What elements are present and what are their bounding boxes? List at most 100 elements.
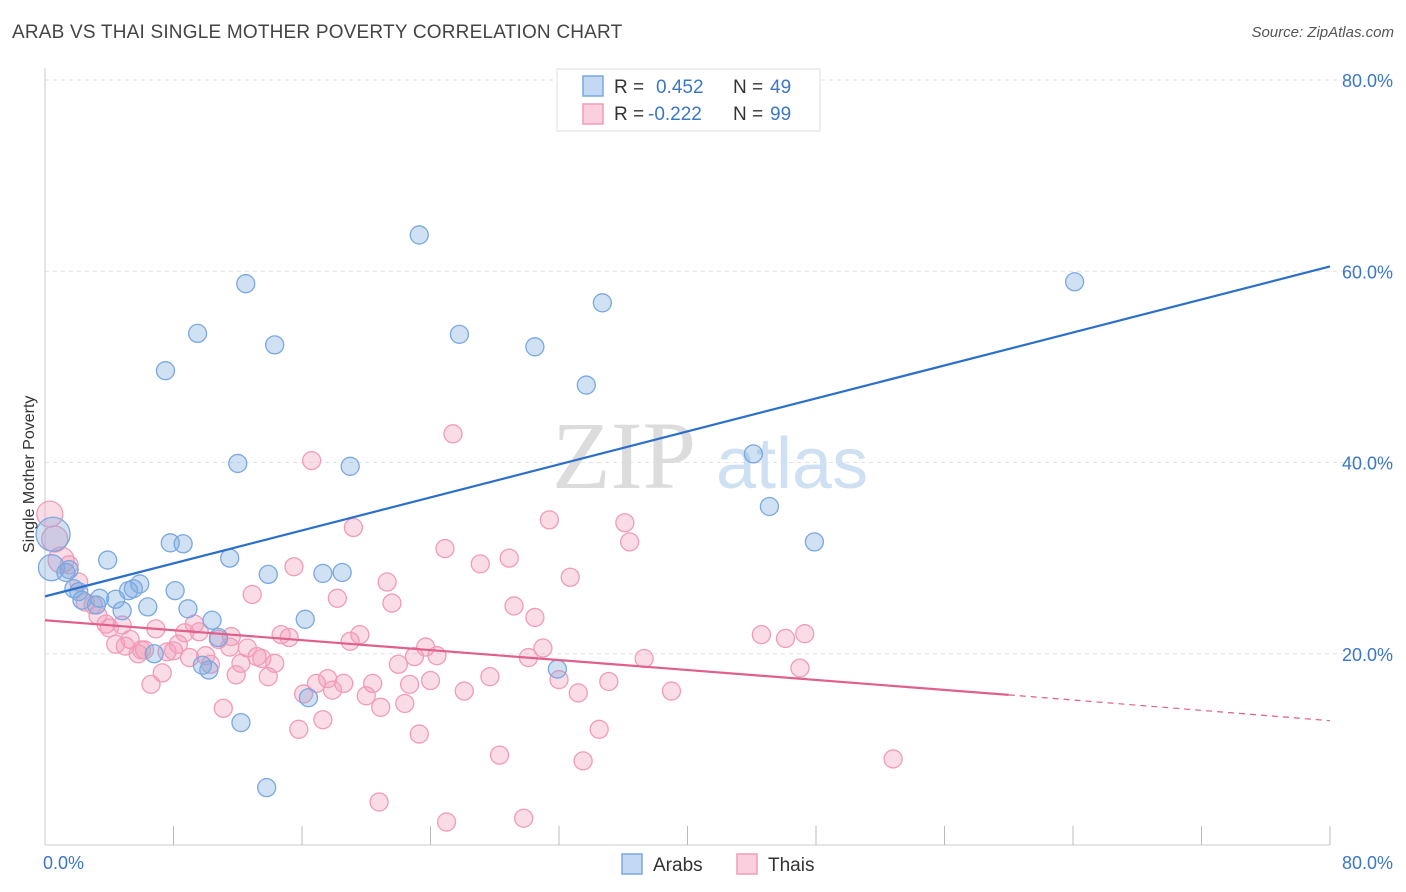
thais-point-90 [634,648,654,669]
thais-point-66 [420,670,441,691]
arabs-point-30 [236,274,256,294]
arabs-point-0 [35,516,71,552]
thais-point-79 [525,607,545,628]
thais-point-44 [301,450,322,471]
thais-point-70 [443,424,463,444]
arabs-point-37 [332,562,352,583]
thais-point-56 [369,792,389,812]
x-tick-label-max: 80.0% [1342,853,1393,873]
bottom-legend-label-arabs: Arabs [653,855,703,876]
thais-point-77 [514,808,534,828]
arabs-point-43 [576,375,596,395]
arabs-point-15 [138,597,158,617]
thais-point-58 [377,572,397,592]
arabs-point-35 [298,688,319,708]
y-tick-label-2: 60.0% [1342,262,1393,282]
arabs-point-44 [592,293,613,313]
y-tick-label-0: 20.0% [1342,645,1393,665]
y-tick-labels: 20.0% 40.0% 60.0% 80.0% [1342,71,1393,665]
arabs-point-14 [130,574,150,594]
thais-point-1 [40,525,69,553]
thais-point-46 [313,710,333,730]
thais-point-29 [213,698,233,718]
thais-point-42 [289,719,309,739]
y-axis-label: Single Mother Poverty [21,396,38,553]
thais-point-64 [409,724,429,744]
legend-r-value-arabs: 0.452 [656,77,704,98]
arabs-point-45 [743,444,764,464]
arabs-point-22 [187,323,208,344]
thais-point-52 [343,517,364,538]
thais-point-41 [284,557,304,577]
arabs-point-19 [165,580,185,601]
thais-point-83 [560,567,580,587]
arabs-point-33 [265,335,285,355]
thais-point-94 [790,658,810,678]
thais-point-40 [279,627,299,648]
legend-n-label-thais: N = [733,104,763,125]
thais-point-49 [327,588,347,608]
thais-point-60 [388,654,409,674]
y-tick-label-1: 40.0% [1342,454,1393,474]
x-tick-label-min: 0.0% [43,853,84,873]
arabs-point-8 [89,588,110,608]
series-legend: Arabs Thais [621,853,814,876]
thais-point-89 [620,532,640,552]
thais-point-76 [504,596,524,616]
thais-point-68 [435,538,455,559]
thais-point-93 [775,628,796,649]
chart-title: ARAB VS THAI SINGLE MOTHER POVERTY CORRE… [12,22,623,43]
thais-trend-line [44,619,1009,696]
thais-point-71 [454,681,474,701]
legend-n-value-arabs: 49 [770,77,791,98]
arabs-point-31 [257,777,277,798]
arabs-point-28 [228,453,248,474]
thais-point-21 [168,634,188,654]
thais-point-75 [499,548,519,568]
thais-point-16 [141,674,161,694]
thais-point-73 [480,667,500,687]
thais-point-55 [363,673,383,694]
y-tick-label-3: 80.0% [1342,71,1393,91]
thais-point-72 [470,554,490,574]
thais-point-80 [533,638,553,658]
arabs-point-25 [202,610,222,630]
axes [44,68,1331,846]
thais-point-38 [265,653,285,673]
source-credit: Source: ZipAtlas.com [1251,24,1394,41]
thais-point-31 [226,665,246,685]
thais-point-57 [371,697,391,717]
arabs-point-3 [59,559,79,580]
thais-point-81 [539,510,560,530]
thais-point-48 [322,680,343,700]
thais-point-34 [242,584,262,605]
thais-point-86 [589,719,609,739]
thais-point-51 [340,631,360,651]
thais-point-54 [356,686,376,706]
legend-swatch-arabs [582,75,604,97]
arabs-point-1 [37,554,66,582]
thais-point-18 [152,663,172,683]
arabs-point-32 [258,564,278,585]
regression-lines [44,265,1331,722]
arabs-point-38 [340,456,360,476]
legend-n-label-arabs: N = [733,77,763,98]
thais-point-50 [334,673,354,694]
arabs-point-48 [1064,272,1085,292]
x-tick-labels: 0.0% 80.0% [43,853,1393,873]
thais-point-61 [395,693,415,714]
bottom-legend-swatch-arabs [621,853,643,875]
thais-point-53 [350,624,370,645]
arabs-point-24 [199,660,219,680]
thais-point-84 [568,683,588,703]
arabs-point-39 [409,225,429,245]
arabs-trend-line [44,265,1331,598]
thais-point-87 [599,671,619,692]
arabs-point-36 [313,563,333,584]
legend-r-label-arabs: R = [614,77,644,98]
thais-point-95 [795,624,815,644]
thais-point-88 [615,513,635,533]
thais-point-96 [883,749,903,769]
legend-swatch-thais [582,103,604,125]
